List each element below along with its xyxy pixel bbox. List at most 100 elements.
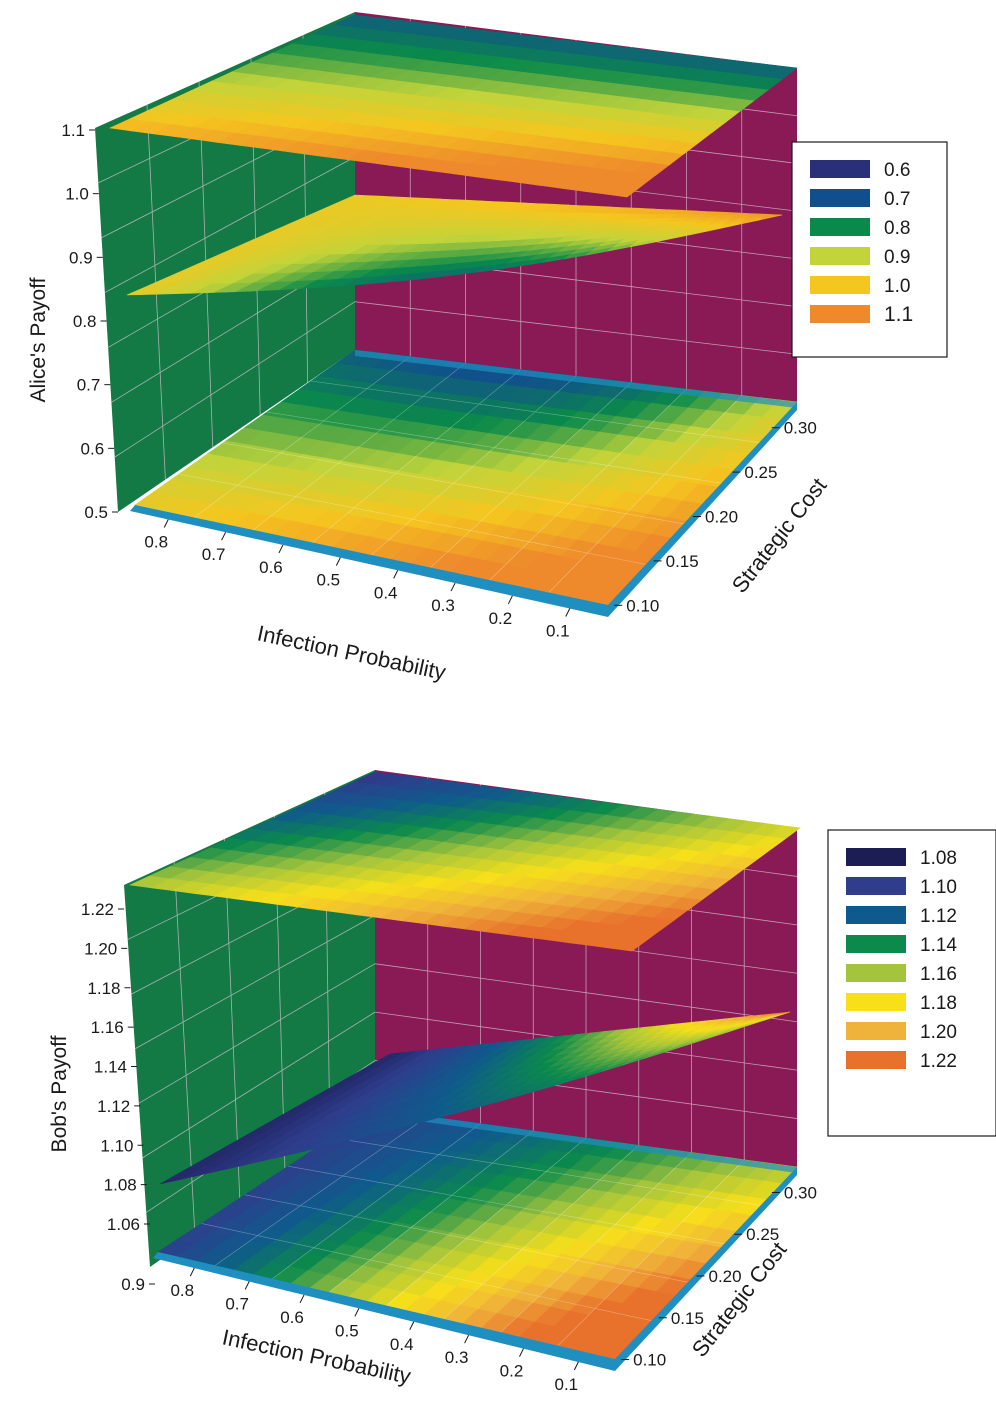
alice-floor-front-edge: [130, 505, 608, 617]
alice-z-tick-label: 0.9: [69, 248, 93, 267]
alice-x-tick-mark: [507, 595, 513, 605]
bob-floor-grid-line: [201, 1223, 652, 1321]
alice-x-tick-mark: [565, 608, 571, 617]
bob-legend-label: 1.18: [920, 993, 957, 1014]
alice-legend-label: 0.9: [884, 247, 910, 268]
alice-payoff-chart: 0.5 0.6 0.7 0.8 0.9 1.0 1.1 Alice's Payoff 0.8 0.…: [27, 12, 948, 685]
alice-x-tick-label: 0.8: [144, 532, 168, 551]
alice-z-axis: 0.5 0.6 0.7 0.8 0.9 1.0 1.1: [61, 121, 118, 522]
bob-x-tick-mark: [354, 1308, 360, 1317]
bob-legend-label: 1.22: [920, 1051, 957, 1072]
bob-surface-cell: [775, 1011, 791, 1015]
alice-floor-grid-line: [222, 442, 684, 525]
alice-x-tick-label: 0.7: [202, 545, 226, 564]
alice-floor-right-edge: [608, 402, 797, 617]
bob-floor-front-edge: [153, 1252, 615, 1371]
bob-z-tick-label: 1.22: [81, 900, 114, 919]
alice-y-axis-title: Strategic Cost: [727, 473, 832, 597]
bob-floor-grid-line: [214, 1116, 428, 1266]
bob-x-tick-mark: [409, 1321, 415, 1330]
bob-legend-label: 1.12: [920, 906, 957, 927]
bob-x-tick-label: 0.3: [445, 1348, 469, 1367]
alice-floor-grid-line: [371, 375, 577, 556]
bob-z-tick-label: 1.12: [97, 1097, 130, 1116]
alice-z-axis-title: Alice's Payoff: [27, 277, 50, 402]
bob-x-tick-label: 0.7: [225, 1295, 249, 1314]
alice-floor-grid-line: [193, 356, 411, 518]
bob-legend-label: 1.16: [920, 964, 957, 985]
bob-x-tick-mark: [573, 1361, 579, 1371]
alice-x-tick-mark: [221, 531, 227, 541]
alice-grid-line: [114, 301, 356, 458]
alice-x-tick-mark: [393, 570, 399, 579]
bob-x-axis-title: Infection Probability: [220, 1324, 413, 1388]
alice-floor-grid-line: [430, 382, 632, 568]
bob-grid-line: [134, 914, 376, 1050]
bob-legend-label: 1.10: [920, 877, 957, 898]
alice-x-tick-mark: [163, 519, 169, 528]
bob-legend-box: [827, 829, 996, 1137]
alice-legend: 0.6 0.7 0.8 0.9 1.0 1.1: [791, 141, 948, 358]
alice-floor-grid-line: [548, 395, 742, 593]
alice-legend-swatch: [810, 276, 870, 294]
bob-y-axis: 0.10 0.15 0.20 0.25 0.30: [621, 1183, 817, 1370]
alice-floor-projection: [134, 349, 798, 606]
bob-z-tick-label: 1.18: [87, 979, 120, 998]
alice-legend-swatch: [810, 189, 870, 207]
bob-z-axis: 0.9 1.06 1.08 1.10 1.12 1.14 1.16 1.18 1.20 1.22: [81, 900, 155, 1294]
bob-x-tick-label: 0.1: [555, 1375, 579, 1394]
bob-y-tick-label: 0.15: [671, 1309, 704, 1328]
bob-floor-grid-line: [557, 1159, 745, 1346]
alice-floor-back-edge: [355, 350, 797, 408]
bob-x-axis: 0.8 0.7 0.6 0.5 0.4 0.3 0.2 0.1: [170, 1267, 579, 1394]
bob-z-tick-label: 1.16: [91, 1018, 124, 1037]
bob-floor-grid-line: [272, 1123, 481, 1279]
alice-surface-cell: [766, 213, 783, 216]
bob-z-tick-label: 1.10: [100, 1136, 133, 1155]
bob-y-tick-label: 0.25: [746, 1225, 779, 1244]
bob-floor-grid: [201, 1116, 761, 1346]
bob-legend-swatch: [846, 993, 906, 1011]
bob-legend-swatch: [846, 877, 906, 895]
alice-y-axis: 0.10 0.15 0.20 0.25 0.30: [614, 419, 817, 615]
alice-x-tick-mark: [450, 582, 456, 592]
alice-y-tick-label: 0.15: [666, 552, 699, 571]
bob-x-tick-label: 0.5: [335, 1321, 359, 1340]
bob-legend-label: 1.14: [920, 935, 957, 956]
alice-legend-swatch: [810, 305, 870, 323]
bob-legend-swatch: [846, 935, 906, 953]
alice-x-tick-mark: [278, 544, 284, 554]
alice-x-tick-label: 0.5: [316, 571, 340, 590]
bob-top-cell: [767, 825, 801, 839]
alice-y-tick-label: 0.10: [626, 596, 659, 615]
bob-floor-grid-line: [500, 1152, 692, 1333]
bob-legend-swatch: [846, 964, 906, 982]
alice-floor-grid: [178, 356, 760, 593]
bob-floor-grid-line: [244, 1194, 688, 1283]
alice-legend-swatch: [810, 247, 870, 265]
alice-x-tick-mark: [335, 557, 341, 566]
bob-floor-grid-line: [288, 1165, 725, 1245]
alice-grid-line: [354, 301, 798, 355]
bob-x-tick-mark: [519, 1348, 524, 1357]
bob-legend-swatch: [846, 906, 906, 924]
bob-z-tick-label: 0.9: [121, 1275, 145, 1294]
bob-z-axis-title: Bob's Payoff: [48, 1035, 71, 1152]
alice-x-axis: 0.8 0.7 0.6 0.5 0.4 0.3 0.2 0.1: [144, 519, 571, 641]
alice-floor-grid-line: [312, 369, 521, 543]
alice-x-tick-label: 0.2: [489, 609, 513, 628]
alice-legend-label: 1.0: [884, 276, 910, 297]
alice-z-tick-label: 0.5: [84, 503, 108, 522]
bob-x-tick-mark: [244, 1281, 250, 1290]
bob-floor-grid-line: [329, 1130, 534, 1293]
alice-floor-grid-line: [489, 388, 687, 581]
alice-floor-grid-line: [266, 411, 722, 484]
alice-z-tick-label: 0.6: [81, 439, 105, 458]
bob-x-tick-mark: [189, 1267, 195, 1277]
alice-legend-swatch: [810, 160, 870, 178]
alice-x-tick-label: 0.1: [546, 622, 570, 641]
alice-legend-label: 0.7: [884, 189, 910, 210]
bob-y-tick-label: 0.10: [633, 1351, 666, 1370]
alice-surface-cell: [721, 211, 741, 215]
